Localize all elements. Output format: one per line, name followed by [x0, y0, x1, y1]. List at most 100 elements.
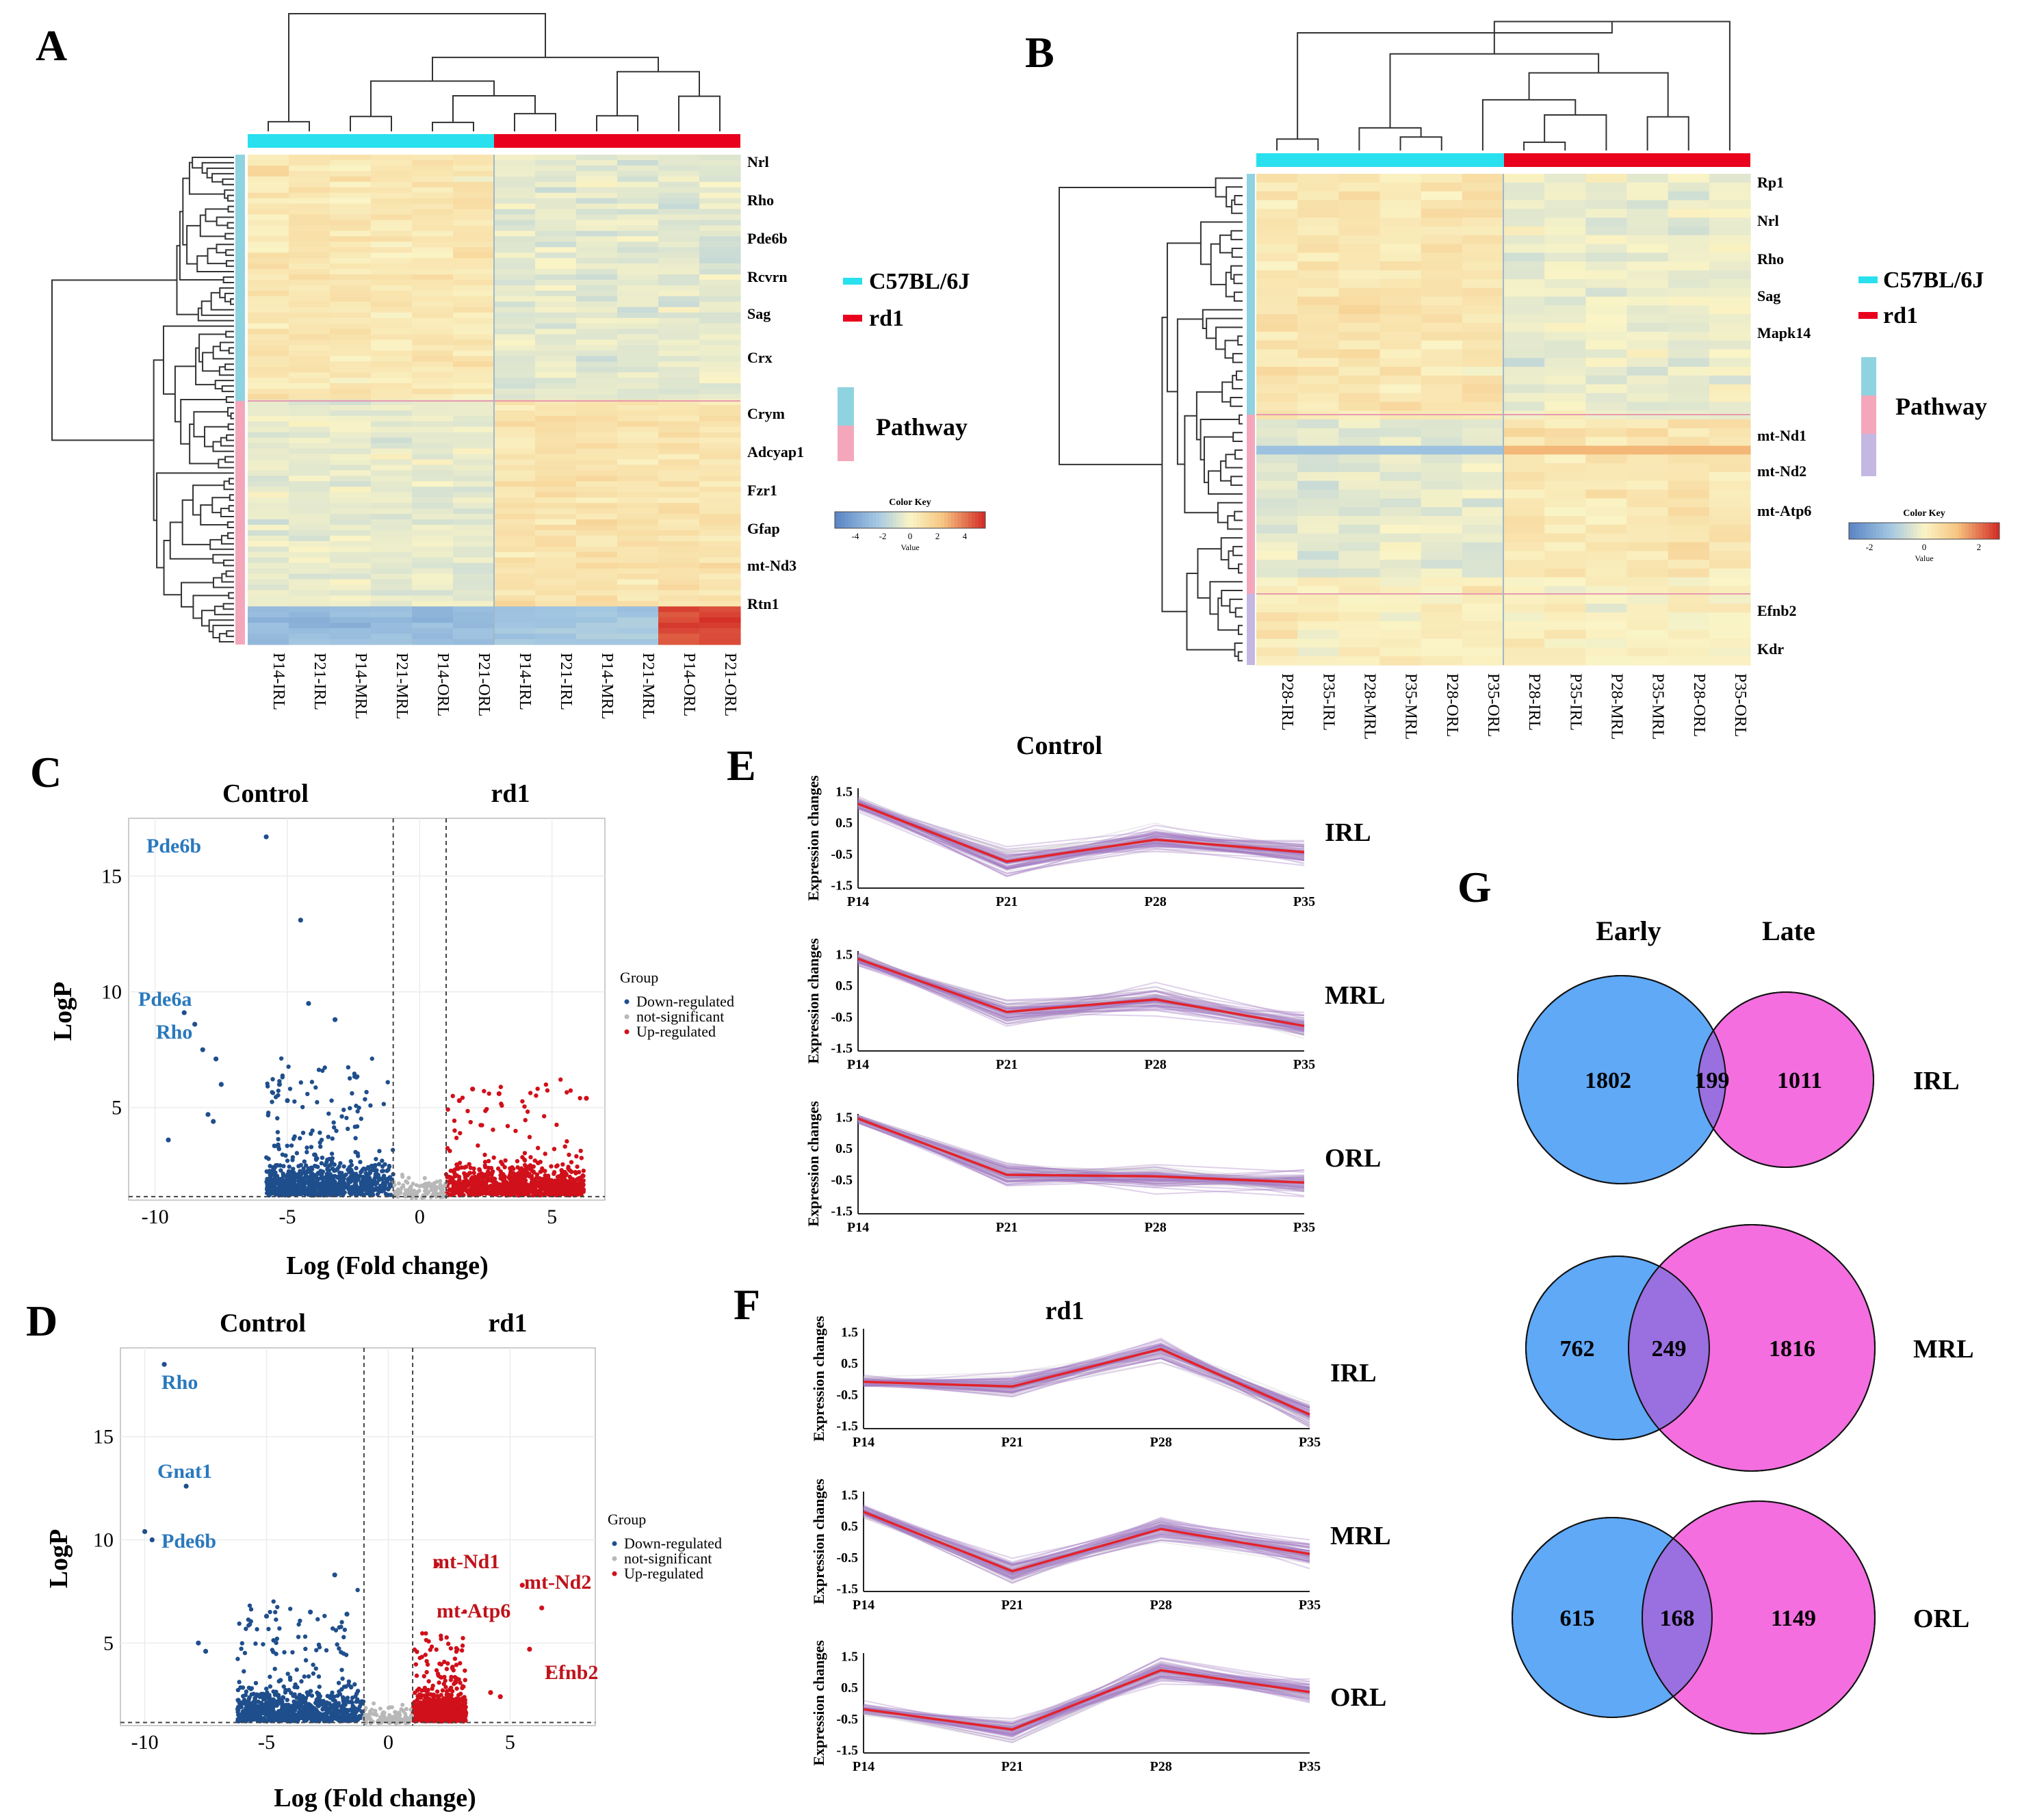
heatmap-cell: [248, 269, 289, 275]
heatmap-cell: [330, 361, 372, 367]
point-down: [346, 1679, 352, 1684]
point-down: [325, 1157, 330, 1162]
heatmap-cell: [453, 584, 495, 591]
heatmap-cell: [1585, 393, 1628, 402]
heatmap-cell: [1585, 349, 1628, 359]
point-down: [290, 1650, 295, 1655]
heatmap-cell: [1338, 454, 1381, 464]
heatmap-cell: [535, 421, 577, 428]
dendrogram-branch: [211, 172, 234, 183]
point-down: [247, 1622, 252, 1627]
point-ns: [433, 1184, 438, 1189]
heatmap-cell: [1379, 322, 1422, 333]
heatmap-cell: [617, 334, 659, 341]
point-up: [450, 1176, 455, 1182]
heatmap-cell: [699, 328, 741, 335]
point-up: [465, 1172, 471, 1178]
heatmap-cell: [1338, 612, 1381, 622]
color-key-swatch: [1849, 523, 1853, 539]
point-up: [543, 1191, 548, 1196]
heatmap-cell: [658, 378, 700, 384]
heatmap-cell: [1297, 647, 1339, 657]
heatmap-cell: [1338, 287, 1381, 298]
heatmap-cell: [371, 220, 413, 226]
row-dendrogram: [51, 156, 234, 643]
heatmap-cell: [1503, 393, 1545, 402]
heatmap-cell: [1503, 322, 1545, 333]
heatmap-cell: [494, 551, 536, 558]
heatmap-cell: [1668, 542, 1710, 551]
point-up: [552, 1171, 556, 1176]
heatmap-cell: [699, 209, 741, 216]
heatmap-cell: [1503, 498, 1545, 508]
heatmap-cell: [1338, 314, 1381, 324]
heatmap-cell: [248, 492, 289, 498]
heatmap-cell: [248, 345, 289, 351]
heatmap-cell: [658, 165, 700, 172]
point-ns: [442, 1184, 447, 1188]
heatmap-cell: [1544, 612, 1586, 622]
heatmap-cell: [535, 634, 577, 640]
point-down: [339, 1171, 344, 1175]
point-up: [448, 1148, 452, 1154]
heatmap-cell: [617, 269, 659, 275]
dendrogram-branch: [1389, 53, 1600, 128]
heatmap-cell: [535, 231, 577, 237]
heatmap-cell: [289, 557, 330, 564]
dendrogram-branch: [1224, 339, 1239, 359]
heatmap-cell: [576, 274, 618, 281]
heatmap-cell: [1668, 586, 1710, 596]
heatmap-cell: [1256, 454, 1298, 464]
heatmap-cell: [1421, 638, 1463, 648]
heatmap-cell: [1297, 384, 1339, 394]
heatmap-cell: [371, 595, 413, 601]
heatmap-cell: [1709, 595, 1751, 604]
heatmap-cell: [1544, 244, 1586, 253]
color-key-swatch: [910, 512, 914, 528]
plot-frame: [128, 818, 606, 1201]
heatmap-cell: [330, 187, 372, 194]
heatmap-cell: [494, 269, 536, 275]
heatmap-cell: [1544, 647, 1586, 657]
point-down: [325, 1693, 330, 1699]
heatmap-cell: [330, 612, 372, 618]
heatmap-cell: [699, 476, 741, 482]
heatmap-cell: [1297, 454, 1339, 464]
point-down: [323, 1162, 328, 1167]
heatmap-cell: [1462, 358, 1504, 367]
heatmap-cell: [658, 361, 700, 367]
point-up: [489, 1186, 495, 1191]
heatmap-cell: [1379, 656, 1422, 666]
heatmap-cell: [535, 383, 577, 389]
heatmap-cell: [453, 535, 495, 542]
point-up: [569, 1185, 574, 1190]
y-axis-label: LogP: [49, 982, 77, 1041]
heatmap-cell: [1503, 191, 1545, 201]
point-down: [236, 1713, 241, 1717]
point-up: [567, 1182, 572, 1186]
dendrogram-branch: [205, 208, 229, 222]
heatmap-cell: [1297, 437, 1339, 447]
point-up: [515, 1165, 520, 1170]
point-down: [341, 1107, 346, 1113]
dendrogram-branch: [224, 233, 234, 240]
heatmap-cell: [412, 426, 454, 433]
heatmap-cell: [494, 345, 536, 351]
heatmap-cell: [371, 432, 413, 439]
heatmap-cell: [1544, 393, 1586, 402]
color-key-swatch: [978, 512, 983, 528]
heatmap-cell: [535, 209, 577, 216]
color-key-swatch: [890, 512, 894, 528]
color-key-swatch: [1873, 523, 1877, 539]
point-ns: [400, 1172, 404, 1177]
heatmap-cell: [289, 285, 330, 291]
point-down: [336, 1680, 341, 1685]
heatmap-cell: [699, 443, 741, 450]
heatmap-cell: [1544, 270, 1586, 280]
point-down: [301, 1707, 306, 1713]
heatmap-cell: [617, 623, 659, 629]
heatmap-cell: [1297, 340, 1339, 350]
point-ns: [401, 1183, 406, 1188]
heatmap-cell: [1421, 489, 1463, 499]
heatmap-cell: [1626, 454, 1669, 464]
